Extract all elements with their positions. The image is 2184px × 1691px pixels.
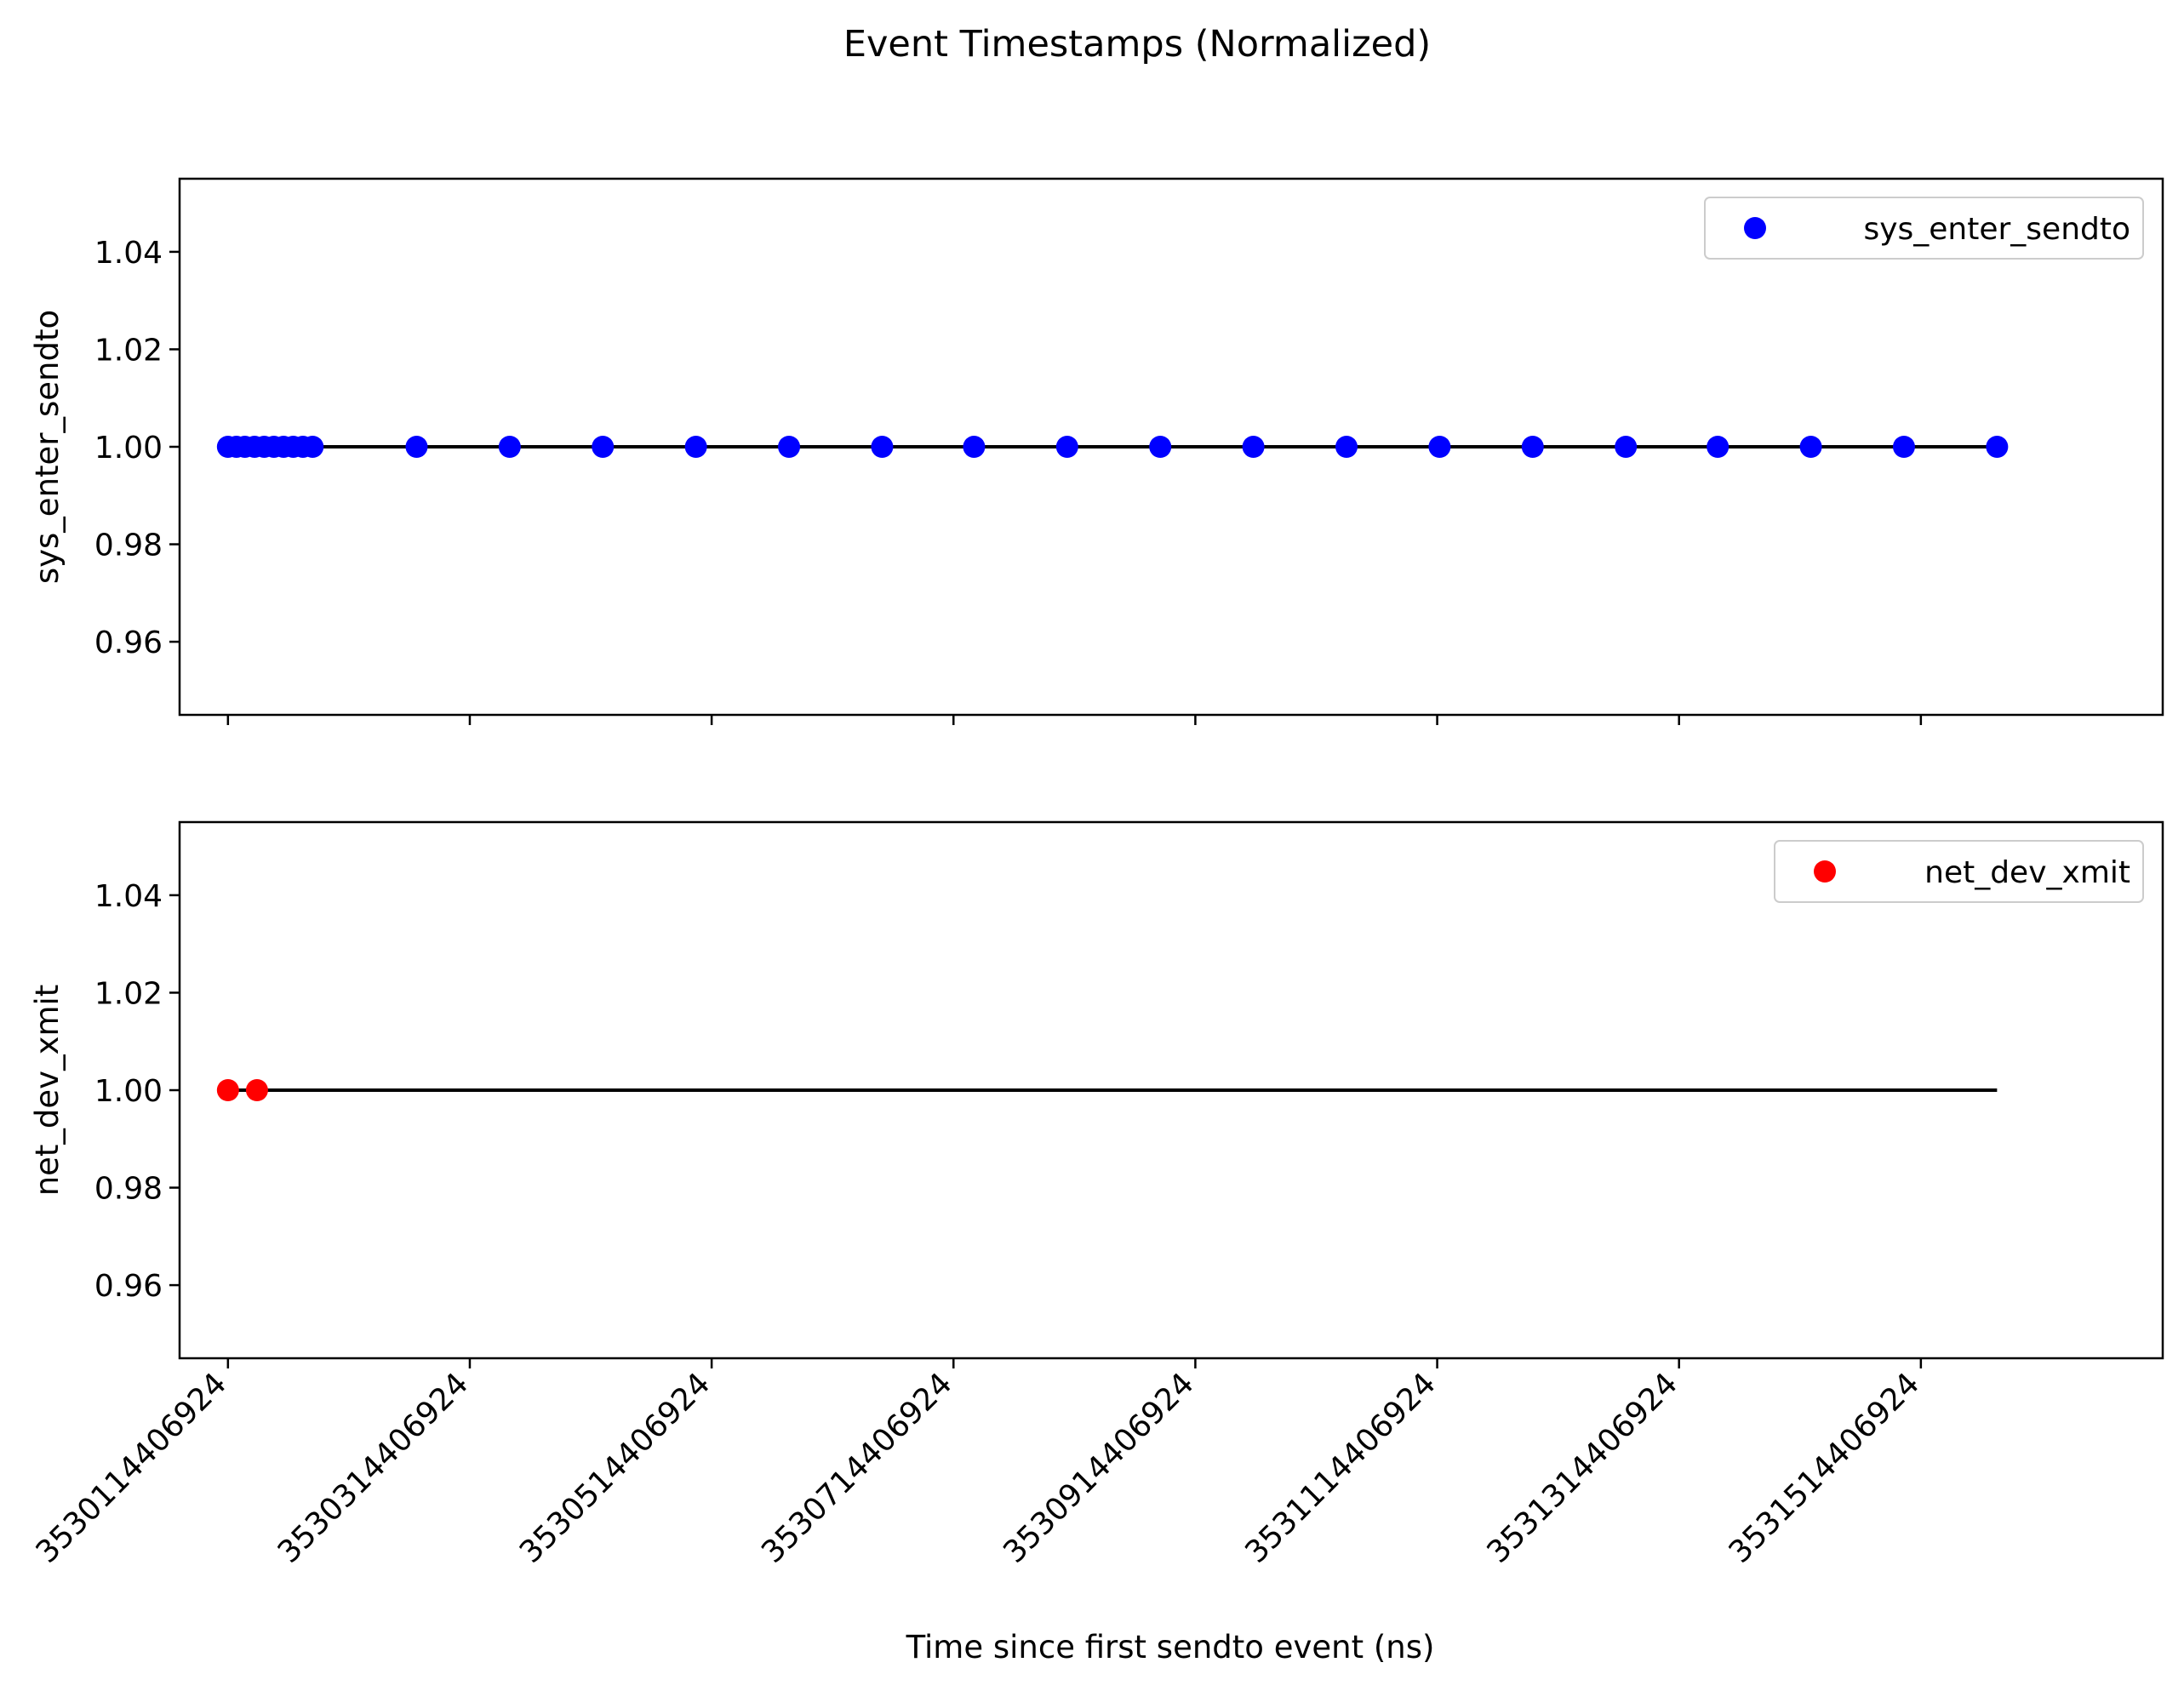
data-point-sys-enter-sendto bbox=[1335, 436, 1358, 458]
data-point-sys-enter-sendto bbox=[498, 436, 521, 458]
x-axis-ticks-bottom: 3530114406924 3530314406924 3530514406924 3… bbox=[30, 1358, 1927, 1570]
x-tick-label: 3530514406924 bbox=[513, 1366, 718, 1570]
legend-box-top bbox=[1704, 197, 2144, 260]
data-point-sys-enter-sendto bbox=[301, 436, 324, 458]
panel-net-dev-xmit: 0.96 0.98 1.00 1.02 1.04 3530114406924 353031… bbox=[29, 820, 2164, 1570]
y-tick-label: 1.02 bbox=[94, 333, 163, 368]
x-tick-label: 3531514406924 bbox=[1723, 1366, 1927, 1570]
figure-title: Event Timestamps (Normalized) bbox=[843, 23, 1431, 66]
data-point-sys-enter-sendto bbox=[963, 436, 986, 458]
x-tick-label: 3530114406924 bbox=[30, 1366, 234, 1570]
data-point-sys-enter-sendto bbox=[405, 436, 428, 458]
legend-top: sys_enter_sendto bbox=[1704, 197, 2144, 260]
data-point-sys-enter-sendto bbox=[684, 436, 707, 458]
data-point-sys-enter-sendto bbox=[1615, 436, 1638, 458]
x-tick-label: 3530314406924 bbox=[272, 1366, 476, 1570]
data-point-sys-enter-sendto bbox=[1521, 436, 1544, 458]
y-tick-label: 0.96 bbox=[94, 1269, 163, 1304]
x-tick-label: 3530914406924 bbox=[997, 1366, 1201, 1570]
y-axis-label-bottom: net_dev_xmit bbox=[29, 985, 66, 1197]
y-tick-label: 1.02 bbox=[94, 976, 163, 1011]
legend-marker-sys-enter-sendto bbox=[1744, 217, 1766, 239]
data-point-sys-enter-sendto bbox=[1149, 436, 1172, 458]
panel-sys-enter-sendto: 0.96 0.98 1.00 1.02 1.04 sys_enter_sendto sy… bbox=[29, 177, 2164, 725]
y-tick-label: 1.00 bbox=[94, 1074, 163, 1109]
y-tick-label: 1.00 bbox=[94, 431, 163, 466]
x-tick-label: 3530714406924 bbox=[755, 1366, 959, 1570]
legend-bottom: net_dev_xmit bbox=[1774, 840, 2144, 903]
data-point-sys-enter-sendto bbox=[1799, 436, 1822, 458]
plot-area-top bbox=[216, 436, 2009, 458]
x-axis-label: Time since first sendto event (ns) bbox=[906, 1629, 1435, 1665]
legend-marker-net-dev-xmit bbox=[1814, 860, 1836, 883]
y-axis-label-top: sys_enter_sendto bbox=[29, 310, 66, 584]
y-tick-label: 1.04 bbox=[94, 879, 163, 914]
y-axis-ticks-bottom: 0.96 0.98 1.00 1.02 1.04 bbox=[94, 879, 180, 1304]
y-axis-ticks-top: 0.96 0.98 1.00 1.02 1.04 bbox=[94, 236, 180, 660]
y-tick-label: 0.98 bbox=[94, 1172, 163, 1207]
data-point-sys-enter-sendto bbox=[1707, 436, 1729, 458]
y-tick-label: 0.98 bbox=[94, 528, 163, 563]
y-tick-label: 0.96 bbox=[94, 626, 163, 660]
legend-label-net-dev-xmit: net_dev_xmit bbox=[1924, 855, 2130, 890]
data-point-sys-enter-sendto bbox=[1055, 436, 1078, 458]
x-axis-ticks-top bbox=[226, 715, 1923, 725]
data-point-sys-enter-sendto bbox=[1892, 436, 1915, 458]
data-point-net-dev-xmit bbox=[245, 1079, 268, 1101]
data-point-sys-enter-sendto bbox=[778, 436, 801, 458]
data-point-sys-enter-sendto bbox=[592, 436, 615, 458]
data-point-sys-enter-sendto bbox=[1242, 436, 1265, 458]
legend-label-sys-enter-sendto: sys_enter_sendto bbox=[1863, 212, 2130, 247]
x-tick-label: 3531114406924 bbox=[1238, 1366, 1443, 1570]
data-point-sys-enter-sendto bbox=[1428, 436, 1451, 458]
legend-box-bottom bbox=[1774, 840, 2144, 903]
x-tick-label: 3531314406924 bbox=[1481, 1366, 1685, 1570]
y-tick-label: 1.04 bbox=[94, 236, 163, 271]
data-point-sys-enter-sendto bbox=[1986, 436, 2009, 458]
plot-area-bottom bbox=[216, 1079, 1998, 1101]
data-point-net-dev-xmit bbox=[216, 1079, 239, 1101]
data-point-sys-enter-sendto bbox=[871, 436, 894, 458]
